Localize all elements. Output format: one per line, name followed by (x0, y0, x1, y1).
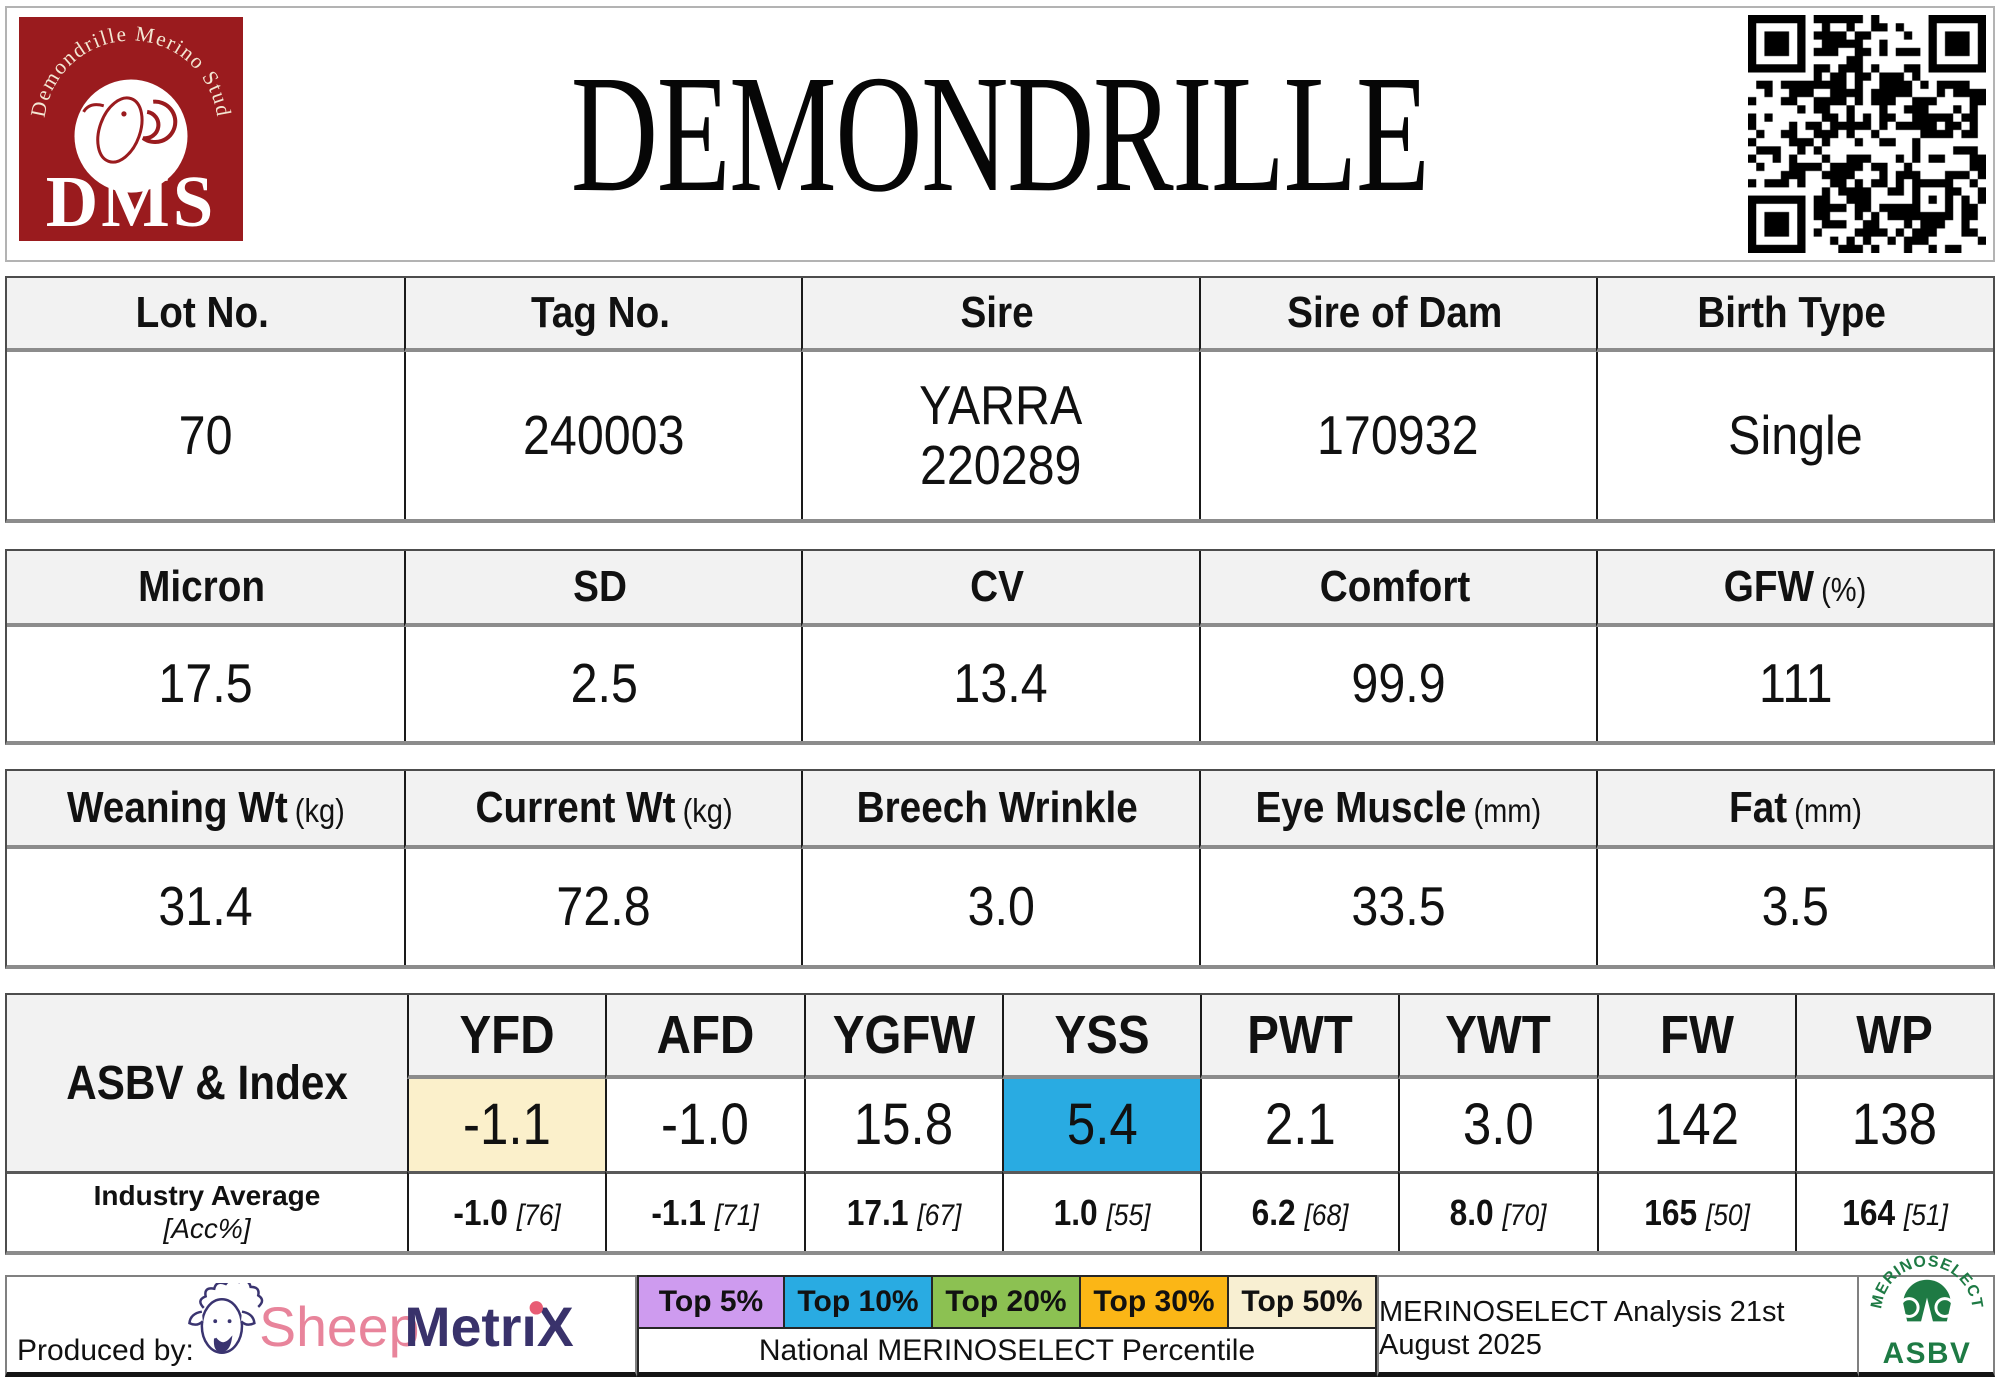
percentile-legend: Top 5% Top 10% Top 20% Top 30% Top 50% (637, 1275, 1377, 1329)
ram-eye (121, 111, 127, 117)
merinoselect-asbv-logo: MERINOSELECT ASBV (1868, 1253, 1985, 1370)
header-breech-wrinkle: Breech Wrinkle (801, 771, 1199, 849)
header-cv: CV (801, 551, 1199, 627)
industry-fw: 165 [50] (1596, 1171, 1795, 1251)
header-afd: AFD (605, 995, 804, 1079)
header-ygfw: YGFW (803, 995, 1002, 1079)
sheepmetrix-word2: MetrıX (404, 1296, 573, 1358)
value-birth-type: Single (1595, 352, 1993, 519)
sheepmetrix-word1: Sheep (259, 1296, 419, 1358)
value-sire: YARRA 220289 (801, 352, 1198, 519)
value-comfort: 99.9 (1198, 627, 1596, 741)
header-lot-no: Lot No. (7, 278, 405, 352)
legend-caption: National MERINOSELECT Percentile (637, 1329, 1377, 1377)
asbv-row-label: ASBV & Index (7, 995, 407, 1171)
body-table: Weaning Wt (kg) Current Wt (kg) Breech Wri… (5, 769, 1995, 969)
legend-top-50: Top 50% (1229, 1275, 1377, 1329)
value-pwt: 2.1 (1200, 1079, 1398, 1171)
ram-face (96, 96, 144, 164)
stud-logo: Demondrille Merino Stud DMS (19, 17, 243, 241)
header-pwt: PWT (1200, 995, 1399, 1079)
industry-ywt: 8.0 [70] (1398, 1171, 1597, 1251)
industry-average-label: Industry Average [Acc%] (7, 1171, 407, 1251)
header-gfw: GFW (%) (1595, 551, 1993, 627)
value-yfd: -1.1 (407, 1079, 606, 1171)
header-birth-type: Birth Type (1595, 278, 1993, 352)
header-fat: Fat (mm) (1595, 771, 1993, 849)
header-sire-of-dam: Sire of Dam (1198, 278, 1596, 352)
value-tag-no: 240003 (404, 352, 801, 519)
wool-table: Micron SD CV Comfort GFW (%) 17.5 2.5 13.… (5, 549, 1995, 745)
header-weaning-wt: Weaning Wt (kg) (7, 771, 405, 849)
value-afd: -1.0 (605, 1079, 803, 1171)
header-tag-no: Tag No. (404, 278, 802, 352)
value-weaning-wt: 31.4 (158, 875, 253, 938)
header-micron: Micron (7, 551, 405, 627)
merinoselect-logo-box: MERINOSELECT ASBV (1859, 1253, 1995, 1377)
industry-wp: 164 [51] (1794, 1171, 1993, 1251)
value-cv: 13.4 (801, 627, 1198, 741)
industry-afd: -1.1 [71] (605, 1171, 804, 1251)
industry-yss: 1.0 [55] (1001, 1171, 1200, 1251)
industry-yfd: -1.0 [76] (407, 1171, 606, 1251)
industry-pwt: 6.2 [68] (1200, 1171, 1399, 1251)
page-title: DEMONDRILLE (571, 40, 1430, 227)
value-gfw: 111 (1595, 627, 1993, 741)
value-current-wt: 72.8 (404, 849, 801, 965)
header-ywt: YWT (1398, 995, 1597, 1079)
header-yfd: YFD (407, 995, 606, 1079)
value-ygfw: 15.8 (803, 1079, 1002, 1171)
value-sd: 2.5 (404, 627, 801, 741)
value-sire-of-dam: 170932 (1198, 352, 1596, 519)
stud-logo-acronym: DMS (46, 161, 216, 241)
header-sd: SD (404, 551, 802, 627)
header-wp: WP (1794, 995, 1993, 1079)
header-eye-muscle: Eye Muscle (mm) (1198, 771, 1596, 849)
value-lot-no: 70 (178, 403, 233, 466)
sheepmetrix-logo: Sheep MetrıX (188, 1283, 574, 1358)
header-comfort: Comfort (1198, 551, 1596, 627)
value-fw: 142 (1596, 1079, 1795, 1171)
sheepmetrix-i-dot (529, 1301, 543, 1315)
percentile-legend-box: Top 5% Top 10% Top 20% Top 30% Top 50% N… (637, 1275, 1377, 1377)
value-micron: 17.5 (158, 652, 253, 715)
analysis-section: MERINOSELECT Analysis 21st August 2025 M… (1377, 1253, 1995, 1377)
ram-horn-icon (141, 99, 178, 144)
header-current-wt: Current Wt (kg) (404, 771, 802, 849)
header-yss: YSS (1001, 995, 1200, 1079)
legend-top-20: Top 20% (933, 1275, 1081, 1329)
qr-code (1748, 15, 1986, 253)
value-yss: 5.4 (1001, 1079, 1200, 1171)
value-ywt: 3.0 (1398, 1079, 1596, 1171)
legend-top-30: Top 30% (1081, 1275, 1229, 1329)
merinoselect-sub-text: ASBV (1883, 1337, 1972, 1370)
legend-top-5: Top 5% (637, 1275, 785, 1329)
identity-table: Lot No. Tag No. Sire Sire of Dam Birth T… (5, 276, 1995, 523)
value-breech-wrinkle: 3.0 (801, 849, 1198, 965)
header: Demondrille Merino Stud DMS DEMONDRILLE (5, 6, 1995, 262)
sheep-head-icon (188, 1283, 264, 1354)
value-eye-muscle: 33.5 (1198, 849, 1596, 965)
legend-top-10: Top 10% (785, 1275, 933, 1329)
produced-by-box: Produced by: Sheep MetrıX (5, 1275, 637, 1377)
value-wp: 138 (1794, 1079, 1993, 1171)
header-fw: FW (1596, 995, 1795, 1079)
industry-ygfw: 17.1 [67] (803, 1171, 1002, 1251)
header-sire: Sire (801, 278, 1199, 352)
produced-by-label: Produced by: (17, 1334, 194, 1367)
asbv-table: ASBV & Index YFD AFD YGFW YSS PWT YWT FW… (5, 993, 1995, 1255)
ram-ear (82, 103, 105, 113)
footer: Produced by: Sheep MetrıX Top 5% (5, 1253, 1995, 1377)
value-fat: 3.5 (1595, 849, 1993, 965)
merinoselect-ram-icon (1898, 1279, 1956, 1329)
analysis-note: MERINOSELECT Analysis 21st August 2025 (1377, 1275, 1859, 1377)
